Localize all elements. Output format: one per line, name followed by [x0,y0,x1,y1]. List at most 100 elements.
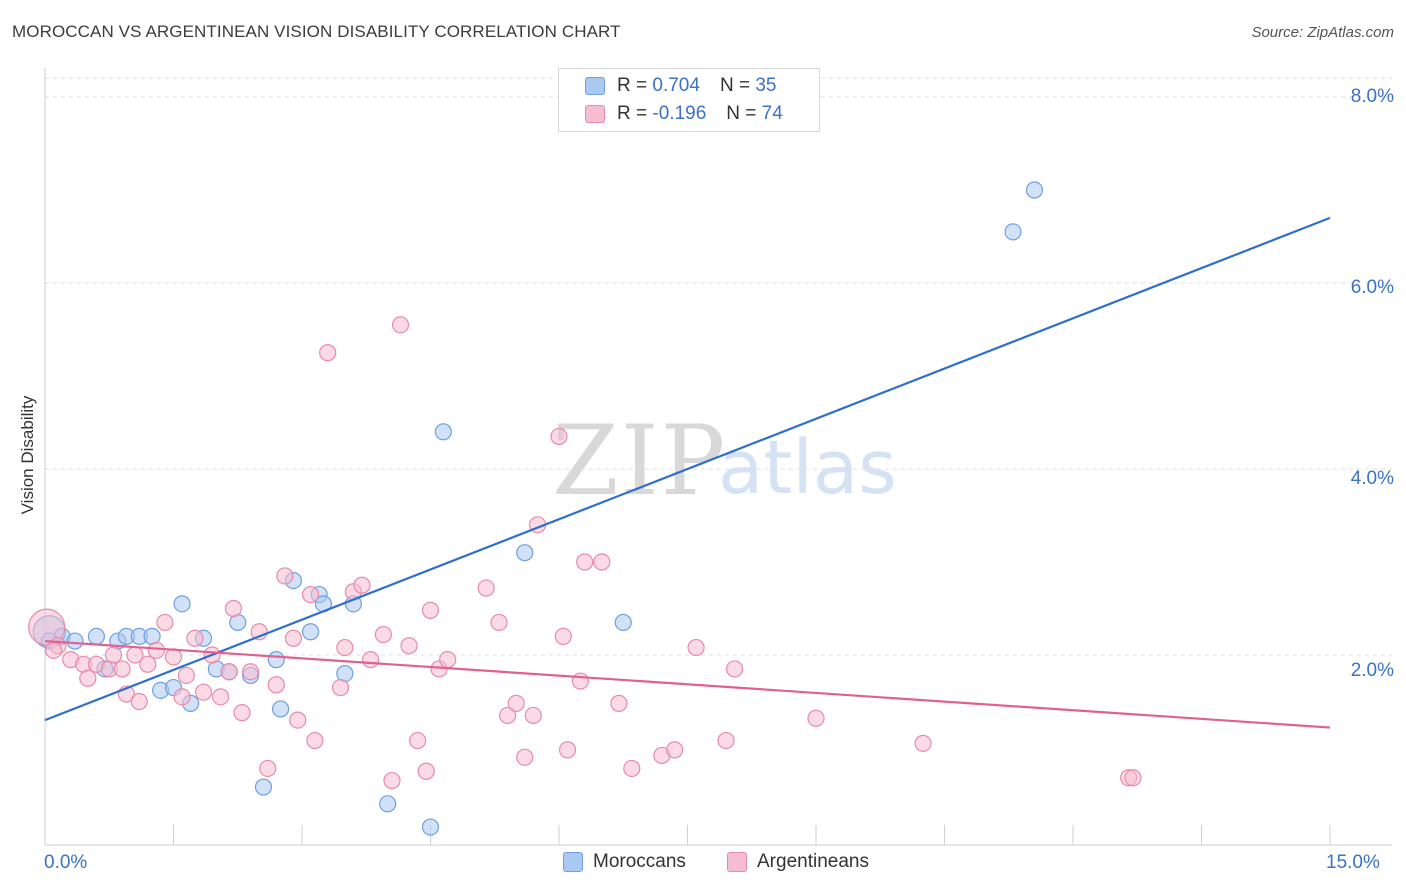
argentineans-point [156,613,174,632]
y-tick-label-2: 2.0% [1350,660,1394,681]
argentineans-point [477,579,495,597]
argentineans-point [212,688,230,706]
argentineans-point [726,660,744,678]
y-tick-label-8: 8.0% [1350,86,1394,107]
argentineans-point [1124,769,1142,787]
argentineans-point [623,759,641,778]
legend-swatch-argentineans [727,852,747,872]
watermark-atlas: atlas [718,425,897,511]
legend-row-argentineans: R = -0.196 N = 74 [585,101,783,127]
argentineans-point [524,706,542,725]
argentineans-point [242,663,260,681]
argentineans-point [104,646,123,664]
argentineans-point [490,613,508,632]
argentineans-point [374,625,392,644]
legend-item-argentineans[interactable]: Argentineans [727,851,869,873]
argentineans-point [717,731,735,750]
moroccans-point [1025,181,1044,199]
argentineans-trend-line [44,639,1331,729]
argentineans-point [306,731,324,750]
argentineans-point [554,627,572,646]
moroccans-point [516,544,534,562]
moroccans-point [173,595,191,613]
legend-r-label: R = [617,103,648,124]
chart-title: MOROCCAN VS ARGENTINEAN VISION DISABILIT… [12,22,621,41]
argentineans-point [113,660,131,678]
argentineans-point [550,427,568,446]
legend-n-value: 35 [755,75,777,96]
argentineans-point [147,641,165,659]
argentineans-point [220,663,238,681]
legend-row-moroccans: R = 0.704 N = 35 [585,73,776,99]
legend-n-label: N = [726,103,757,124]
moroccans-point [1004,223,1022,241]
argentineans-point [400,637,418,655]
argentineans-point [807,709,825,727]
moroccans-point [254,778,273,796]
argentineans-point [383,771,401,790]
x-tick-label-min: 0.0% [44,852,88,873]
argentineans-point [417,762,435,780]
y-axis-label: Vision Disability [18,395,37,515]
source-label: Source: ZipAtlas.com [1251,24,1394,41]
argentineans-point [331,678,350,697]
argentineans-point [409,731,427,750]
moroccans-point [267,651,285,669]
argentineans-point [558,741,577,759]
argentineans-point [353,576,371,594]
axes [44,68,1392,846]
argentineans-point [164,648,183,666]
x-tick-label-max: 15.0% [1326,852,1380,873]
argentineans-point [186,629,204,647]
legend-swatch-moroccans [563,852,583,872]
argentineans-point [507,694,525,712]
gridlines [45,77,1392,656]
argentineans-point [666,741,684,759]
argentineans-point [79,669,97,687]
moroccans-trend-line [44,216,1331,722]
argentineans-point [28,608,66,646]
legend-swatch-pink [585,105,605,123]
legend-r-value: 0.704 [652,75,700,96]
legend-r-label: R = [617,75,648,96]
legend-label-moroccans: Moroccans [593,851,686,872]
watermark-zip: ZIP [552,405,728,517]
argentineans-point [224,599,243,618]
argentineans-point [173,688,191,706]
argentineans-point [139,655,157,673]
argentineans-point [130,692,148,711]
legend-n-value: 74 [761,103,783,124]
legend-r-value: -0.196 [652,103,707,124]
argentineans-points [28,316,1142,790]
legend-item-moroccans[interactable]: Moroccans [563,851,686,873]
trend-lines [44,216,1331,729]
argentineans-point [233,704,251,722]
argentineans-point [576,553,594,571]
argentineans-point [421,601,440,619]
y-tick-label-6: 6.0% [1350,277,1394,298]
argentineans-point [571,672,590,690]
argentineans-point [516,748,534,766]
legend-label-argentineans: Argentineans [757,851,869,872]
y-tick-label-4: 4.0% [1350,468,1394,489]
argentineans-point [439,651,457,669]
stats-legend: R = 0.704 N = 35 R = -0.196 N = 74 [558,68,820,132]
argentineans-point [610,694,628,712]
argentineans-point [914,734,932,752]
moroccans-point [66,632,84,650]
moroccans-point [87,627,106,646]
argentineans-point [259,759,277,778]
argentineans-point [361,651,380,669]
moroccans-point [301,623,320,641]
argentineans-point [301,585,320,604]
argentineans-point [687,638,705,657]
moroccans-points [32,181,1044,836]
legend-n-label: N = [719,75,751,96]
argentineans-point [194,683,213,701]
moroccans-point [379,795,397,813]
argentineans-point [44,641,63,659]
argentineans-point [284,629,303,647]
argentineans-point [177,666,195,685]
legend-swatch-blue [585,77,605,95]
